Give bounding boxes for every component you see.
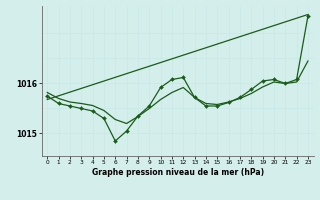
X-axis label: Graphe pression niveau de la mer (hPa): Graphe pression niveau de la mer (hPa) [92,168,264,177]
